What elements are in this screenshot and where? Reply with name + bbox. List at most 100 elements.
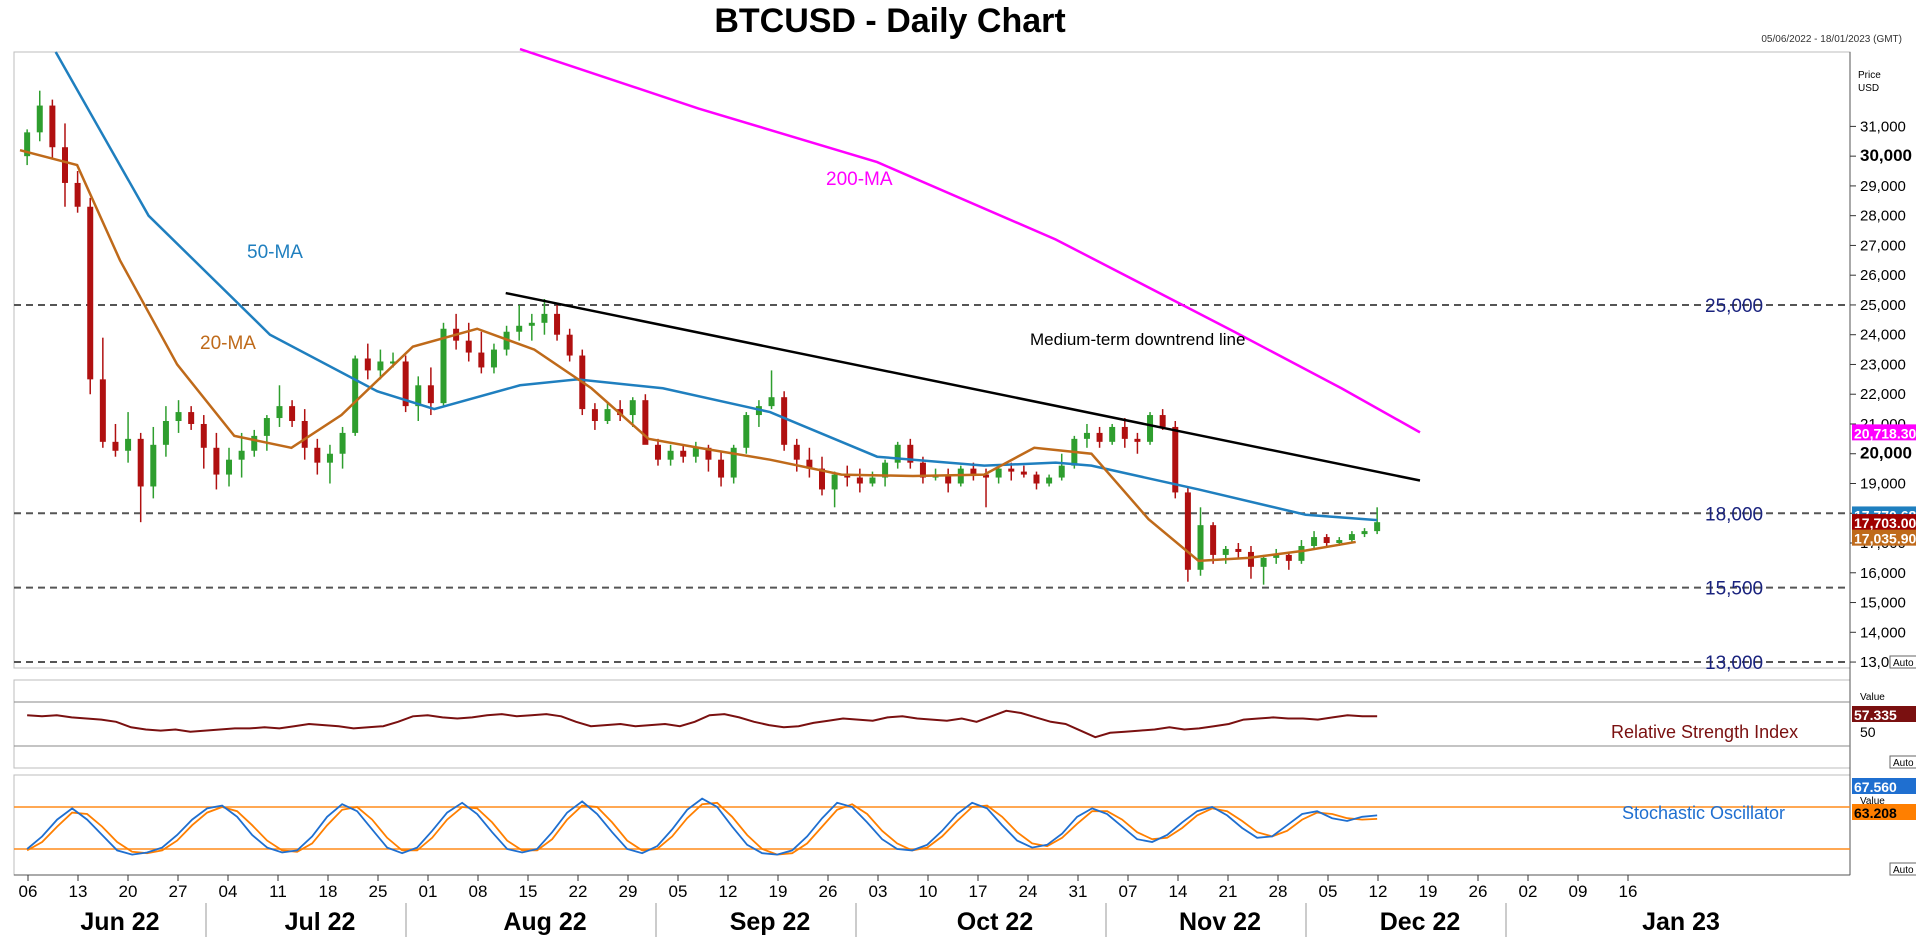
rsi-value-tag: 57.335 bbox=[1854, 707, 1897, 723]
candle-body bbox=[162, 421, 169, 445]
ma200-label: 200-MA bbox=[826, 169, 893, 190]
candle-body bbox=[1348, 534, 1355, 541]
candle-body bbox=[1336, 540, 1343, 544]
candle-body bbox=[427, 385, 434, 404]
moving-average-line bbox=[519, 47, 1421, 434]
level-label: 15,500 bbox=[1705, 579, 1763, 600]
auto-scale-label: Auto bbox=[1893, 865, 1914, 876]
x-day-label: 02 bbox=[1519, 882, 1538, 901]
x-day-label: 10 bbox=[919, 882, 938, 901]
candle-body bbox=[907, 444, 914, 463]
price-tick-label: 29,000 bbox=[1860, 178, 1906, 195]
candle-body bbox=[528, 322, 535, 326]
candle-body bbox=[743, 415, 750, 448]
level-label: 13,000 bbox=[1705, 653, 1763, 674]
candle-body bbox=[36, 105, 43, 133]
candle-body bbox=[793, 444, 800, 460]
candle-body bbox=[554, 313, 561, 335]
x-day-label: 18 bbox=[319, 882, 338, 901]
last-price-tag-bg bbox=[1852, 514, 1916, 531]
candle-body bbox=[61, 147, 68, 183]
candle-body bbox=[326, 453, 333, 463]
candle-body bbox=[1121, 426, 1128, 439]
downtrend-line bbox=[505, 291, 1421, 482]
candle-body bbox=[49, 105, 56, 148]
date-range: 05/06/2022 - 18/01/2023 (GMT) bbox=[1761, 34, 1902, 45]
candle-body bbox=[869, 477, 876, 484]
price-tick-label: 19,000 bbox=[1860, 475, 1906, 492]
candle-body bbox=[1134, 438, 1141, 442]
candle-body bbox=[226, 459, 233, 475]
price-tick-label: 30,000 bbox=[1860, 146, 1912, 165]
candle-body bbox=[352, 358, 359, 433]
ma20-value-tag: 17,035.90 bbox=[1854, 531, 1916, 547]
candle-body bbox=[1197, 525, 1204, 570]
candle-body bbox=[301, 421, 308, 448]
x-month-label: Sep 22 bbox=[730, 908, 811, 936]
price-panel-frame bbox=[13, 51, 1851, 669]
auto-scale-box[interactable] bbox=[1889, 755, 1916, 769]
ma20-value-tag-bg bbox=[1852, 529, 1916, 546]
x-month-label: Jul 22 bbox=[285, 908, 356, 936]
candle-body bbox=[238, 450, 245, 460]
candle-body bbox=[364, 358, 371, 371]
auto-scale-box[interactable] bbox=[1889, 655, 1916, 669]
price-tick-label: 20,000 bbox=[1860, 444, 1912, 463]
x-day-label: 27 bbox=[169, 882, 188, 901]
stochastic-k-line bbox=[26, 797, 1378, 856]
candle-body bbox=[1285, 554, 1292, 561]
candle-body bbox=[1184, 492, 1191, 570]
price-tick-label: 23,000 bbox=[1860, 356, 1906, 373]
candle-body bbox=[112, 441, 119, 451]
x-day-label: 21 bbox=[1219, 882, 1238, 901]
auto-scale-box[interactable] bbox=[1889, 862, 1916, 876]
stochastic-k-tag-bg bbox=[1852, 778, 1916, 794]
x-day-label: 07 bbox=[1119, 882, 1138, 901]
candle-body bbox=[819, 468, 826, 490]
auto-scale-label: Auto bbox=[1893, 658, 1914, 669]
x-day-label: 26 bbox=[819, 882, 838, 901]
candle-body bbox=[263, 418, 270, 436]
candle-body bbox=[945, 474, 952, 484]
candle-body bbox=[970, 468, 977, 475]
x-month-label: Dec 22 bbox=[1380, 908, 1461, 936]
price-tick-label: 24,000 bbox=[1860, 327, 1906, 344]
candle-body bbox=[390, 361, 397, 364]
candle-body bbox=[768, 397, 775, 407]
price-tick-label: 28,000 bbox=[1860, 208, 1906, 225]
moving-average-line bbox=[19, 148, 1356, 563]
candle-body bbox=[1020, 471, 1027, 475]
x-day-label: 31 bbox=[1069, 882, 1088, 901]
x-day-label: 19 bbox=[769, 882, 788, 901]
chart-title: BTCUSD - Daily Chart bbox=[714, 2, 1066, 40]
x-day-label: 29 bbox=[619, 882, 638, 901]
candle-body bbox=[1033, 474, 1040, 484]
candle-body bbox=[1096, 432, 1103, 442]
candle-body bbox=[591, 409, 598, 422]
candle-body bbox=[856, 477, 863, 484]
x-day-label: 20 bbox=[119, 882, 138, 901]
candle-body bbox=[1083, 432, 1090, 439]
rsi-value-header: Value bbox=[1860, 692, 1885, 703]
candle-body bbox=[1235, 548, 1242, 552]
candle-body bbox=[566, 334, 573, 356]
candle-body bbox=[1210, 525, 1217, 555]
candle-body bbox=[1361, 531, 1368, 535]
x-day-label: 24 bbox=[1019, 882, 1038, 901]
price-axis-unit: USD bbox=[1858, 83, 1879, 94]
candle-body bbox=[440, 328, 447, 404]
price-tick-label: 16,000 bbox=[1860, 565, 1906, 582]
x-month-label: Nov 22 bbox=[1179, 908, 1261, 936]
x-day-label: 05 bbox=[1319, 882, 1338, 901]
x-day-label: 22 bbox=[569, 882, 588, 901]
candle-body bbox=[983, 474, 990, 478]
x-day-label: 19 bbox=[1419, 882, 1438, 901]
candle-body bbox=[1311, 537, 1318, 546]
candle-body bbox=[377, 361, 384, 371]
x-month-label: Aug 22 bbox=[503, 908, 586, 936]
candle-body bbox=[1172, 426, 1179, 493]
x-month-label: Oct 22 bbox=[957, 908, 1033, 936]
candle-body bbox=[200, 423, 207, 448]
candle-body bbox=[150, 444, 157, 487]
stochastic-label: Stochastic Oscillator bbox=[1622, 803, 1785, 823]
